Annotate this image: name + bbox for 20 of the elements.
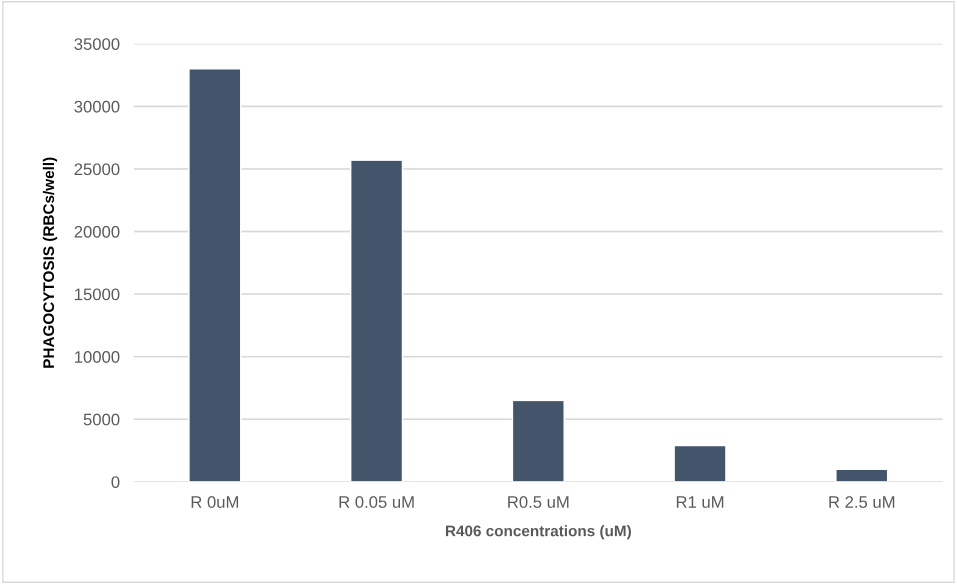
bar [835,468,888,482]
x-tick-label: R0.5 uM [508,496,568,508]
x-tick-label: R 0.05 uM [340,496,414,508]
y-tick-label: 10000 [75,351,120,363]
y-tick-label: 35000 [74,38,120,50]
y-tick-label: 15000 [75,288,120,300]
bar [350,159,404,482]
x-tick-label: R 2.5 uM [829,496,894,508]
y-axis-title: PHAGOCYTOSIS (RBCs/well) [42,158,58,368]
y-tick-label: 30000 [74,100,120,113]
x-tick-label: R 0uM [192,496,238,508]
x-tick-label: R1 uM [676,496,724,508]
bar [512,400,565,482]
y-tick-label: 25000 [74,163,120,176]
y-tick-label: 5000 [84,414,120,426]
bar [188,68,242,482]
bar [673,444,727,482]
x-axis-title: R406 concentrations (uM) [446,525,631,540]
y-tick-label: 20000 [74,226,120,238]
y-tick-label: 0 [111,476,120,488]
